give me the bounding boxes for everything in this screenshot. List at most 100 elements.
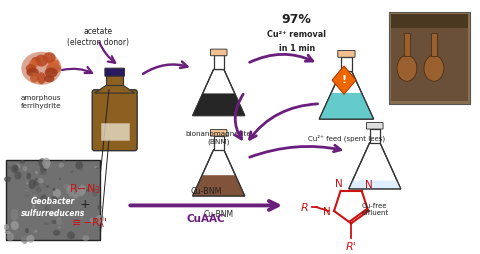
Ellipse shape (11, 221, 19, 230)
FancyBboxPatch shape (338, 51, 355, 58)
Ellipse shape (50, 197, 55, 200)
Ellipse shape (58, 227, 60, 228)
Ellipse shape (59, 163, 64, 168)
Ellipse shape (51, 220, 57, 224)
Ellipse shape (43, 169, 47, 171)
Text: Cu-BNM: Cu-BNM (204, 209, 234, 218)
Ellipse shape (63, 161, 65, 163)
Ellipse shape (51, 196, 58, 204)
Ellipse shape (67, 185, 75, 197)
Ellipse shape (70, 171, 73, 173)
Ellipse shape (30, 73, 39, 83)
Text: !: ! (341, 74, 347, 84)
Ellipse shape (85, 189, 89, 192)
FancyBboxPatch shape (92, 90, 137, 151)
Ellipse shape (24, 195, 29, 197)
Ellipse shape (43, 53, 56, 64)
Ellipse shape (92, 188, 98, 197)
Ellipse shape (33, 195, 36, 200)
Ellipse shape (33, 231, 35, 233)
Ellipse shape (79, 185, 86, 195)
Ellipse shape (4, 177, 11, 183)
Ellipse shape (56, 217, 62, 225)
Polygon shape (332, 67, 356, 95)
Ellipse shape (38, 215, 40, 217)
Ellipse shape (48, 60, 59, 67)
FancyBboxPatch shape (105, 69, 124, 77)
Ellipse shape (36, 187, 42, 193)
Polygon shape (349, 143, 401, 189)
Polygon shape (349, 181, 401, 189)
Polygon shape (192, 94, 245, 116)
Ellipse shape (23, 235, 26, 238)
Ellipse shape (46, 186, 49, 188)
Ellipse shape (4, 231, 11, 234)
Ellipse shape (40, 195, 47, 203)
Text: Cu-BNM: Cu-BNM (190, 186, 222, 195)
Ellipse shape (79, 168, 83, 171)
Text: Cu-free
effluent: Cu-free effluent (361, 202, 388, 215)
Ellipse shape (35, 171, 37, 174)
Ellipse shape (29, 60, 37, 70)
Text: R: R (300, 202, 308, 212)
Ellipse shape (11, 165, 19, 173)
Text: N: N (364, 179, 372, 189)
Text: CuAAC: CuAAC (187, 213, 225, 223)
Bar (404, 34, 410, 57)
Bar (214, 56, 224, 70)
Ellipse shape (96, 217, 102, 225)
Ellipse shape (51, 212, 58, 217)
Ellipse shape (75, 219, 78, 221)
Ellipse shape (67, 191, 71, 197)
Ellipse shape (96, 168, 98, 169)
Ellipse shape (44, 205, 50, 212)
Ellipse shape (21, 53, 61, 86)
Text: +: + (80, 198, 90, 211)
Ellipse shape (73, 194, 79, 199)
Ellipse shape (20, 160, 25, 164)
Text: N: N (323, 206, 330, 216)
Ellipse shape (79, 188, 81, 190)
FancyBboxPatch shape (367, 123, 383, 130)
Polygon shape (319, 72, 373, 120)
Ellipse shape (23, 167, 27, 172)
Text: Geobacter
sulfurreducens: Geobacter sulfurreducens (21, 196, 85, 217)
Ellipse shape (397, 56, 417, 82)
Ellipse shape (90, 218, 94, 223)
Text: amorphous
ferrihydrite: amorphous ferrihydrite (21, 95, 62, 108)
Bar (391, 15, 468, 102)
Bar (6, 161, 100, 240)
Ellipse shape (44, 184, 46, 185)
Ellipse shape (34, 178, 40, 186)
Ellipse shape (32, 193, 34, 194)
Ellipse shape (82, 235, 89, 241)
Bar (370, 129, 380, 143)
Ellipse shape (35, 230, 37, 233)
Ellipse shape (46, 64, 61, 74)
Ellipse shape (96, 215, 105, 223)
Ellipse shape (59, 178, 61, 180)
Ellipse shape (53, 230, 60, 236)
FancyBboxPatch shape (210, 130, 227, 137)
FancyBboxPatch shape (210, 50, 227, 56)
Ellipse shape (424, 56, 444, 82)
Ellipse shape (42, 158, 50, 169)
Bar (106, 74, 123, 86)
Ellipse shape (32, 205, 36, 209)
Ellipse shape (81, 216, 83, 219)
Bar (389, 12, 470, 104)
Ellipse shape (40, 166, 46, 173)
Bar (391, 15, 468, 29)
Polygon shape (319, 93, 373, 120)
Ellipse shape (7, 232, 14, 241)
Ellipse shape (37, 179, 44, 184)
Text: $\equiv$$-$R\': $\equiv$$-$R\' (70, 215, 108, 228)
Ellipse shape (45, 68, 58, 78)
Text: Cu²⁺ removal: Cu²⁺ removal (267, 30, 326, 39)
Text: R$-$N$_3$: R$-$N$_3$ (69, 181, 101, 195)
Ellipse shape (77, 187, 84, 197)
Text: R': R' (346, 241, 357, 251)
Bar (431, 34, 437, 57)
Ellipse shape (63, 184, 71, 190)
Ellipse shape (44, 76, 54, 83)
